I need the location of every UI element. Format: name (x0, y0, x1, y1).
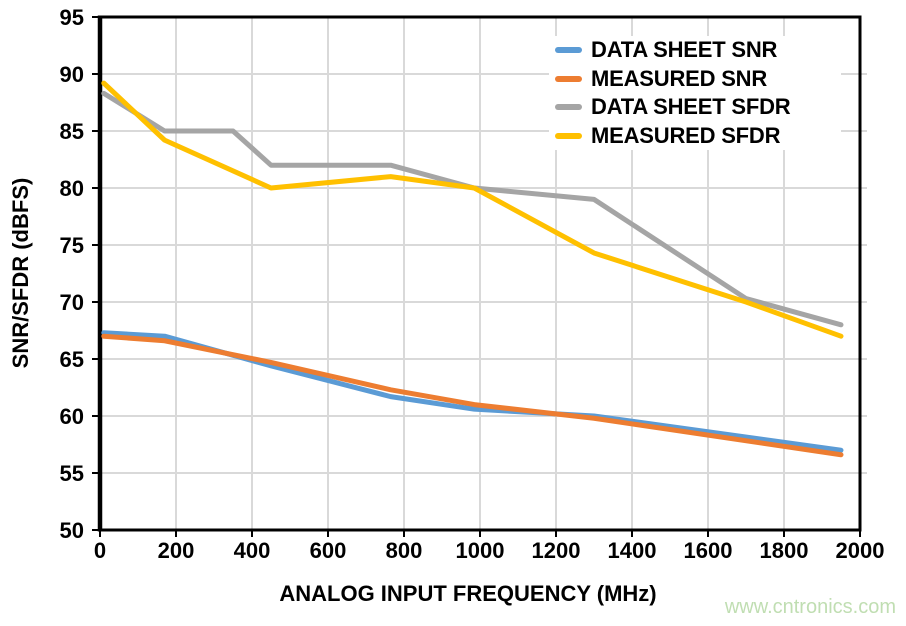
x-tick-label: 2000 (836, 538, 885, 563)
series-line-measured-sfdr (101, 80, 844, 339)
y-tick-label: 85 (60, 119, 84, 144)
x-axis-title: ANALOG INPUT FREQUENCY (MHz) (279, 581, 657, 606)
x-tick-label: 1600 (684, 538, 733, 563)
legend-label: MEASURED SNR (591, 65, 768, 91)
legend-label: DATA SHEET SNR (591, 37, 778, 63)
legend-swatch-icon (555, 104, 582, 111)
legend-item: DATA SHEET SNR (549, 36, 841, 65)
x-tick-label: 1200 (532, 538, 581, 563)
legend-item: MEASURED SFDR (549, 122, 841, 151)
x-tick-label: 200 (158, 538, 195, 563)
y-tick-label: 80 (60, 176, 84, 201)
x-tick-label: 800 (386, 538, 423, 563)
y-tick-label: 50 (60, 518, 84, 543)
legend-swatch-icon (555, 132, 582, 139)
legend-label: DATA SHEET SFDR (591, 94, 791, 120)
x-tick-label: 400 (234, 538, 271, 563)
y-tick-label: 90 (60, 62, 84, 87)
y-axis-title: SNR/SFDR (dBFS) (8, 177, 33, 369)
legend-swatch-icon (555, 47, 582, 54)
y-tick-label: 55 (60, 461, 84, 486)
legend-item: MEASURED SNR (549, 65, 841, 94)
legend-item: DATA SHEET SFDR (549, 93, 841, 122)
x-tick-label: 600 (310, 538, 347, 563)
series-line-data-sheet-sfdr (101, 90, 844, 328)
y-tick-label: 95 (60, 5, 84, 30)
legend-label: MEASURED SFDR (591, 122, 781, 148)
y-tick-label: 70 (60, 290, 84, 315)
x-tick-label: 1400 (608, 538, 657, 563)
watermark: www.cntronics.com (724, 596, 896, 618)
x-tick-label: 1800 (760, 538, 809, 563)
y-tick-label: 60 (60, 404, 84, 429)
x-tick-label: 0 (94, 538, 106, 563)
x-tick-label: 1000 (456, 538, 505, 563)
y-tick-label: 75 (60, 233, 84, 258)
chart-legend: DATA SHEET SNR MEASURED SNR DATA SHEET SFD… (549, 36, 841, 150)
y-tick-label: 65 (60, 347, 84, 372)
legend-swatch-icon (555, 75, 582, 82)
series-line-measured-snr (101, 333, 844, 458)
